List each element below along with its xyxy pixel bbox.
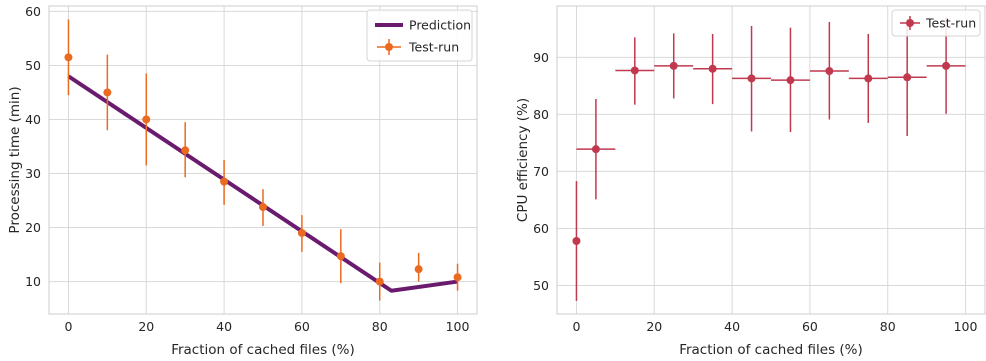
plot-frame — [556, 5, 986, 315]
data-point — [669, 61, 678, 70]
y-axis-label: CPU efficiency (%) — [515, 98, 531, 222]
x-tick-label: 100 — [954, 319, 978, 334]
y-tick-label: 50 — [533, 278, 549, 293]
data-point — [103, 88, 112, 97]
x-tick-label: 100 — [446, 319, 470, 334]
x-tick-label: 80 — [880, 319, 896, 334]
x-tick-label: 60 — [802, 319, 818, 334]
legend-box — [891, 9, 981, 37]
y-tick-label: 30 — [25, 166, 41, 181]
data-point — [572, 236, 581, 245]
legend: Prediction Test-run — [366, 9, 473, 62]
x-tick-label: 80 — [372, 319, 388, 334]
data-point — [786, 76, 795, 85]
legend-marker — [385, 43, 393, 51]
legend-label-test-run: Test-run — [925, 16, 976, 31]
x-tick-label: 40 — [724, 319, 740, 334]
x-tick-label: 20 — [138, 319, 154, 334]
data-point — [864, 74, 873, 83]
y-tick-label: 90 — [533, 50, 549, 65]
plot-frame — [48, 5, 478, 315]
data-point — [630, 66, 639, 75]
data-point — [708, 64, 717, 73]
data-point — [414, 265, 423, 274]
data-point — [825, 67, 834, 76]
prediction-line — [67, 74, 458, 293]
y-tick-label: 20 — [25, 220, 41, 235]
data-point — [591, 145, 600, 154]
data-point — [453, 273, 462, 282]
x-axis-label: Fraction of cached files (%) — [171, 342, 355, 358]
data-point — [259, 203, 267, 212]
data-point — [903, 73, 912, 82]
x-tick-label: 20 — [646, 319, 662, 334]
legend-box — [366, 9, 473, 62]
data-point — [181, 146, 190, 155]
data-point — [336, 252, 345, 261]
processing-time-chart: 0 20 40 60 80 100 10 20 30 40 50 60 Fraction of cac… — [7, 4, 478, 358]
y-tick-label: 10 — [25, 274, 41, 289]
x-tick-label: 0 — [64, 319, 72, 334]
y-tick-label: 70 — [533, 164, 549, 179]
y-tick-label: 60 — [533, 221, 549, 236]
data-point — [142, 115, 151, 124]
y-tick-label: 40 — [25, 112, 41, 127]
y-tick-label: 50 — [25, 58, 41, 73]
x-tick-label: 60 — [294, 319, 310, 334]
data-point — [747, 74, 756, 83]
legend-label-prediction: Prediction — [409, 18, 471, 33]
y-axis-label: Processing time (min) — [7, 86, 23, 233]
data-point — [942, 61, 951, 70]
data-point — [375, 277, 384, 286]
legend: Test-run — [891, 9, 981, 37]
data-point — [64, 53, 73, 62]
x-axis-label: Fraction of cached files (%) — [679, 342, 863, 358]
data-point — [220, 177, 229, 186]
data-point — [297, 228, 306, 237]
x-tick-label: 40 — [216, 319, 232, 334]
y-tick-label: 60 — [25, 4, 41, 19]
cpu-efficiency-chart: 0 20 40 60 80 100 50 60 70 80 90 Fraction of cache… — [515, 5, 986, 358]
legend-marker — [906, 19, 914, 27]
y-tick-label: 80 — [533, 107, 549, 122]
legend-label-test-run: Test-run — [408, 40, 459, 55]
x-tick-label: 0 — [572, 319, 580, 334]
